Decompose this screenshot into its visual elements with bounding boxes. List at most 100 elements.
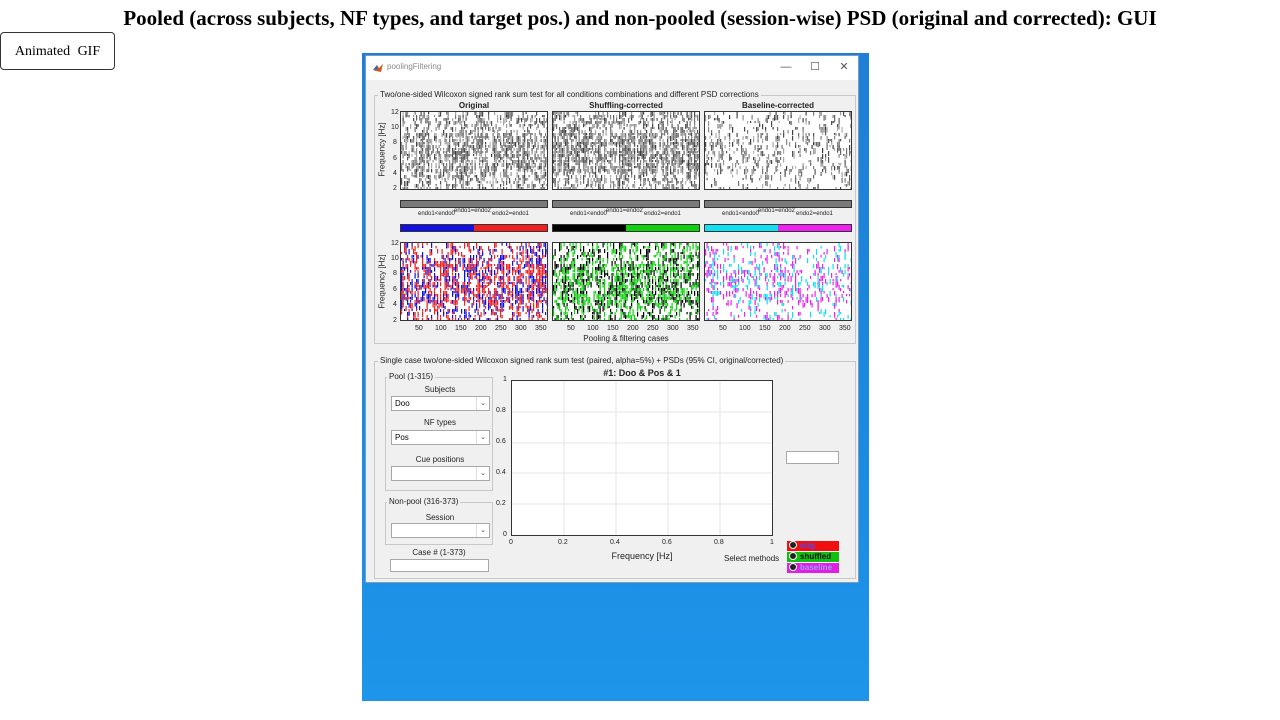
single-case-plot-title: #1: Doo & Pos & 1 [603,368,681,378]
plot-xtick: 0.4 [610,539,620,546]
case-number-label: Case # (1-373) [412,548,466,557]
color-legend-baseline [704,224,852,232]
cue-positions-label: Cue positions [415,455,465,464]
single-case-grid [512,381,772,535]
xtick: 350 [535,325,547,332]
close-icon[interactable]: ✕ [839,61,849,73]
method-radio-baseline[interactable]: baseline [787,562,839,573]
select-methods-label: Select methods [724,554,780,563]
plot-ytick: 0.8 [496,407,506,414]
color-legend-shuffling [552,224,700,232]
xtick: 250 [495,325,507,332]
legend-text: endo1=endo2 [758,208,795,214]
colored-heatmap-baseline [704,242,852,321]
colored-heatmap-original [400,242,548,321]
ytick: 4 [393,301,397,308]
method-label: shuffled [800,552,832,561]
ytick: 8 [393,270,397,277]
plot-ytick: 0 [503,531,507,538]
plot-xtick: 0 [509,539,513,546]
plot-xlabel: Frequency [Hz] [611,551,673,561]
xtick: 250 [799,325,811,332]
legend-text: endo1=endo2 [454,208,491,214]
plot-ytick: 0.4 [496,469,506,476]
window-titlebar[interactable]: poolingFiltering — ☐ ✕ [366,56,858,80]
legend-text: endo1<endo0 [722,211,759,217]
xtick: 200 [627,325,639,332]
ytick: 8 [393,139,397,146]
case-number-input[interactable] [390,559,489,572]
xtick: 200 [779,325,791,332]
xtick: 300 [819,325,831,332]
bottom-ylabel: Frequency [Hz] [377,254,387,309]
plot-xtick: 1 [770,539,774,546]
maximize-icon[interactable]: ☐ [810,61,820,73]
radio-icon[interactable] [789,562,797,571]
method-label: orig [800,541,816,550]
ytick: 10 [391,124,399,131]
session-dropdown[interactable]: ⌄ [391,523,490,538]
session-label: Session [425,513,455,522]
ytick: 4 [393,170,397,177]
animated-gif-button[interactable]: Animated GIF [0,32,115,70]
xtick: 100 [587,325,599,332]
xtick: 150 [759,325,771,332]
xtick: 350 [839,325,851,332]
chevron-down-icon[interactable]: ⌄ [476,397,489,410]
subjects-label: Subjects [424,385,456,394]
chevron-down-icon[interactable]: ⌄ [476,467,489,480]
bottom-panel-title: Single case two/one-sided Wilcoxon signe… [378,356,786,365]
ytick: 6 [393,155,397,162]
heatmap-original [400,111,548,190]
plot-ytick: 1 [503,376,507,383]
legend-text: endo2=endo1 [492,211,529,217]
plot-xtick: 0.6 [662,539,672,546]
legend-text: endo1<endo0 [570,211,607,217]
top-ylabel: Frequency [Hz] [377,122,387,177]
legend-text: endo1<endo0 [418,211,455,217]
chevron-down-icon[interactable]: ⌄ [476,431,489,444]
ytick: 10 [391,255,399,262]
method-label: baseline [800,563,833,572]
legend-text: endo2=endo1 [644,211,681,217]
radio-icon[interactable] [789,551,797,560]
top-panel-title: Two/one-sided Wilcoxon signed rank sum t… [378,90,761,99]
chevron-down-icon[interactable]: ⌄ [476,524,489,537]
xtick: 100 [435,325,447,332]
nf-types-label: NF types [423,418,456,427]
colored-heatmap-shuffling [552,242,700,321]
ytick: 12 [391,240,399,247]
minimize-icon[interactable]: — [780,61,792,73]
column-title-baseline: Baseline-corrected [741,101,815,110]
pool-group [385,377,493,491]
pool-group-title: Pool (1-315) [387,372,436,381]
condition-bar-baseline [704,200,852,208]
column-title-original: Original [458,101,490,110]
cue-positions-dropdown[interactable]: ⌄ [391,466,490,481]
condition-bar-original [400,200,548,208]
matlab-icon [373,64,383,72]
subjects-dropdown[interactable]: Doo ⌄ [391,396,490,411]
ytick: 2 [393,185,397,192]
heatmap-baseline [704,111,852,190]
xtick: 50 [719,325,727,332]
xtick: 50 [567,325,575,332]
xtick: 300 [667,325,679,332]
window-title: poolingFiltering [387,62,442,71]
page-title: Pooled (across subjects, NF types, and t… [123,6,1157,30]
nonpool-group-title: Non-pool (316-373) [387,497,461,506]
color-legend-original [400,224,548,232]
plot-xtick: 0.2 [558,539,568,546]
ytick: 6 [393,286,397,293]
method-radio-orig[interactable]: orig [787,540,839,551]
legend-text: endo1=endo2 [606,208,643,214]
ytick: 2 [393,317,397,324]
value-input[interactable] [786,451,839,464]
method-radio-shuffled[interactable]: shuffled [787,551,839,562]
plot-ytick: 0.6 [496,438,506,445]
nf-types-dropdown[interactable]: Pos ⌄ [391,430,490,445]
radio-icon[interactable] [789,540,797,549]
xtick: 300 [515,325,527,332]
xtick: 100 [739,325,751,332]
top-xlabel: Pooling & filtering cases [583,334,669,343]
